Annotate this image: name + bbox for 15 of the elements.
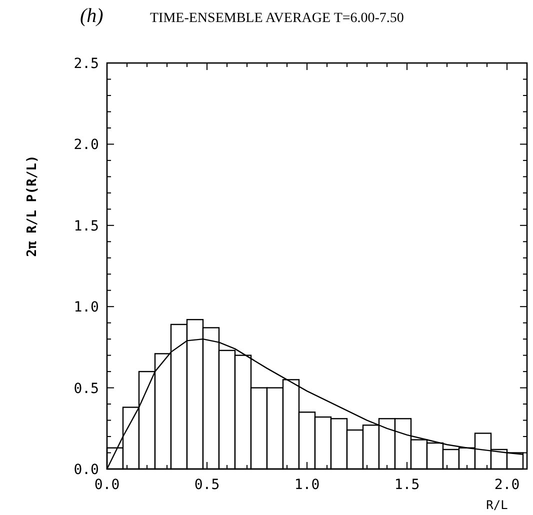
y-tick-label: 1.5 — [74, 218, 99, 234]
x-tick-label: 0.5 — [194, 477, 220, 493]
x-axis-title: R/L — [486, 498, 508, 512]
x-tick-label: 2.0 — [494, 477, 520, 493]
text: (h) — [80, 5, 104, 27]
x-tick-label: 0.0 — [94, 477, 120, 493]
y-tick-label: 0.0 — [74, 462, 99, 478]
x-tick-label: 1.0 — [294, 477, 320, 493]
y-tick-label: 0.5 — [74, 380, 99, 397]
chart-title: TIME-ENSEMBLE AVERAGE T=6.00-7.50 — [150, 11, 404, 26]
y-tick-label: 2.0 — [74, 137, 99, 154]
y-tick-label: 2.5 — [74, 56, 99, 72]
x-tick-label: 1.5 — [394, 477, 420, 493]
y-tick-label: 1.0 — [74, 300, 99, 316]
y-axis-title: 2π R/L P(R/L) — [25, 155, 40, 257]
